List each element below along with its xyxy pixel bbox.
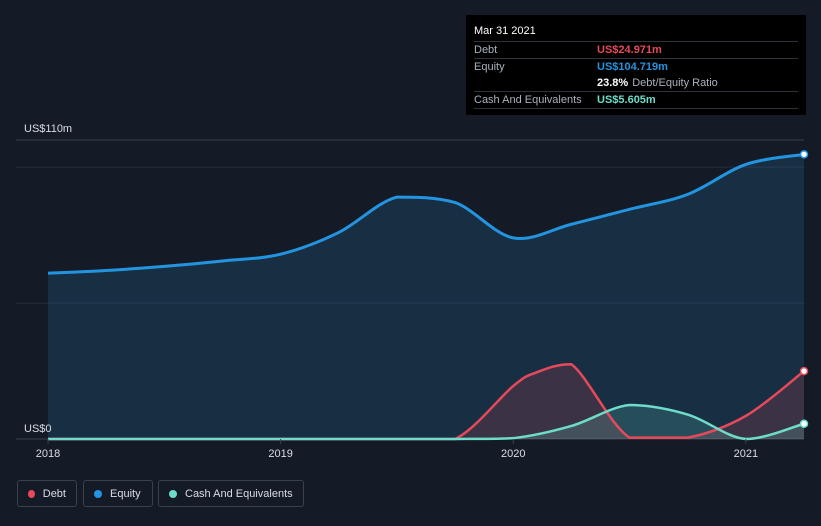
tooltip-equity-value: US$104.719m (597, 61, 668, 73)
tooltip-debt-row: Debt US$24.971m (474, 42, 798, 59)
legend-debt-dot-icon (28, 489, 35, 498)
y-axis-label-top: US$110m (24, 123, 72, 135)
tooltip-ratio-row: 23.8% Debt/Equity Ratio (474, 75, 798, 92)
legend-equity-dot-icon (94, 489, 102, 498)
tooltip-equity-row: Equity US$104.719m (474, 59, 798, 75)
equity-end-point (799, 150, 809, 159)
legend-debt-label: Debt (42, 487, 66, 500)
y-axis-label-bottom: US$0 (24, 423, 52, 435)
x-tick-label: 2021 (734, 448, 758, 460)
legend-equity[interactable]: Equity (83, 480, 153, 507)
legend-debt[interactable]: Debt (17, 480, 77, 507)
x-tick-label: 2019 (268, 448, 292, 460)
x-axis: 2018 2019 2020 2021 (36, 439, 758, 460)
debt-end-point (799, 366, 809, 376)
tooltip-debt-value: US$24.971m (597, 44, 662, 56)
legend-cash[interactable]: Cash And Equivalents (158, 480, 304, 507)
debt-area (48, 364, 804, 439)
legend-equity-label: Equity (110, 487, 141, 500)
x-tick-label: 2020 (501, 448, 525, 460)
tooltip-cash-row: Cash And Equivalents US$5.605m (474, 92, 798, 109)
equity-area (48, 154, 804, 439)
end-points (799, 150, 809, 429)
cash-area (48, 405, 804, 439)
tooltip-date: Mar 31 2021 (474, 23, 798, 42)
tooltip-cash-value: US$5.605m (597, 94, 656, 106)
legend-cash-dot-icon (169, 489, 177, 498)
tooltip-equity-label: Equity (474, 61, 505, 73)
tooltip-ratio-label: Debt/Equity Ratio (632, 77, 718, 89)
equity-line (47, 152, 805, 275)
x-tick-label: 2018 (36, 448, 60, 460)
tooltip: Mar 31 2021 Debt US$24.971m Equity US$10… (466, 15, 806, 115)
tooltip-ratio-value: 23.8% (597, 77, 629, 89)
legend-cash-label: Cash And Equivalents (185, 487, 293, 500)
cash-end-point (799, 419, 809, 429)
tooltip-cash-label: Cash And Equivalents (474, 94, 582, 106)
series-areas (48, 154, 804, 439)
tooltip-debt-label: Debt (474, 44, 498, 56)
